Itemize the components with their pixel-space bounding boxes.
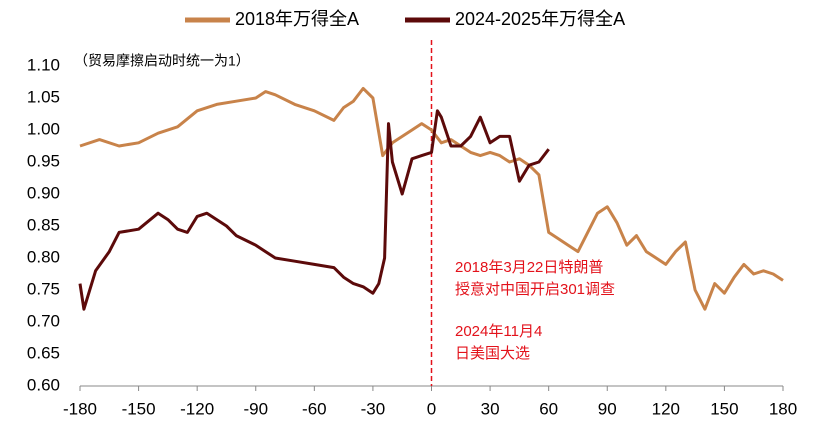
y-tick-label: 0.95 <box>27 151 60 170</box>
y-tick-label: 0.85 <box>27 215 60 234</box>
y-tick-label: 1.00 <box>27 119 60 138</box>
event-note: 授意对中国开启301调查 <box>455 280 615 298</box>
x-tick-label: 0 <box>427 399 436 418</box>
y-tick-label: 0.90 <box>27 183 60 202</box>
y-tick-label: 1.05 <box>27 87 60 106</box>
legend-label: 2018年万得全A <box>235 9 359 29</box>
event-note: 日美国大选 <box>455 345 530 362</box>
annotation: （贸易摩擦启动时统一为1） <box>74 53 250 69</box>
x-tick-label: 90 <box>598 399 617 418</box>
y-tick-label: 0.75 <box>27 279 60 298</box>
x-tick-label: -150 <box>122 399 156 418</box>
x-tick-label: -90 <box>243 399 268 418</box>
x-tick-label: 180 <box>769 399 797 418</box>
series-line <box>79 86 784 311</box>
event-note: 2024年11月4 <box>455 323 542 340</box>
event-note: 2018年3月22日特朗普 <box>455 259 603 276</box>
x-tick-label: 60 <box>539 399 558 418</box>
y-tick-label: 0.80 <box>27 247 60 266</box>
series-line <box>78 109 550 311</box>
x-tick-label: -60 <box>302 399 327 418</box>
legend-label: 2024-2025年万得全A <box>455 9 625 29</box>
x-tick-label: 30 <box>481 399 500 418</box>
y-tick-label: 1.10 <box>27 55 60 74</box>
x-tick-label: -120 <box>180 399 214 418</box>
x-tick-label: -30 <box>361 399 386 418</box>
x-tick-label: 150 <box>710 399 738 418</box>
y-tick-label: 0.70 <box>27 311 60 330</box>
y-tick-label: 0.60 <box>27 375 60 394</box>
y-tick-label: 0.65 <box>27 343 60 362</box>
x-tick-label: -180 <box>63 399 97 418</box>
x-tick-label: 120 <box>652 399 680 418</box>
